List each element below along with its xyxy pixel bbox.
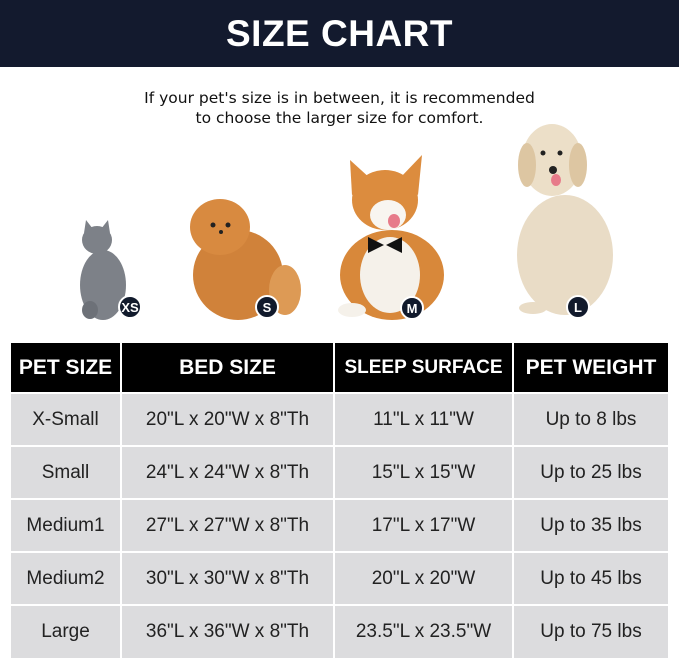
cell-pet-weight: Up to 75 lbs bbox=[513, 604, 668, 658]
table-row: X-Small 20"L x 20"W x 8"Th 11"L x 11"W Up t… bbox=[11, 392, 668, 446]
cell-sleep-surface: 23.5"L x 23.5"W bbox=[334, 604, 514, 658]
corgi-image bbox=[338, 155, 444, 320]
pet-images: XS S M L bbox=[0, 115, 679, 330]
cell-pet-weight: Up to 45 lbs bbox=[513, 551, 668, 605]
note-line-1: If your pet's size is in between, it is … bbox=[144, 89, 535, 107]
size-chart-title: SIZE CHART bbox=[0, 0, 679, 67]
cell-bed-size: 27"L x 27"W x 8"Th bbox=[121, 498, 335, 552]
cell-pet-size: X-Small bbox=[11, 392, 122, 446]
cell-pet-size: Small bbox=[11, 445, 122, 499]
cell-sleep-surface: 17"L x 17"W bbox=[334, 498, 514, 552]
header-pet-size: PET SIZE bbox=[11, 343, 122, 393]
header-bed-size: BED SIZE bbox=[121, 343, 335, 393]
table-row: Large 36"L x 36"W x 8"Th 23.5"L x 23.5"W Up… bbox=[11, 604, 668, 658]
cell-sleep-surface: 20"L x 20"W bbox=[334, 551, 514, 605]
cell-bed-size: 24"L x 24"W x 8"Th bbox=[121, 445, 335, 499]
note-line-2: to choose the larger size for comfort. bbox=[195, 109, 484, 127]
size-badge-s: S bbox=[255, 295, 279, 319]
cell-pet-weight: Up to 25 lbs bbox=[513, 445, 668, 499]
table-row: Medium2 30"L x 30"W x 8"Th 20"L x 20"W Up t… bbox=[11, 551, 668, 605]
cell-pet-size: Large bbox=[11, 604, 122, 658]
table-header-row: PET SIZE BED SIZE SLEEP SURFACE PET WEIG… bbox=[11, 343, 668, 393]
size-badge-xs: XS bbox=[118, 295, 142, 319]
cell-pet-weight: Up to 8 lbs bbox=[513, 392, 668, 446]
cell-pet-weight: Up to 35 lbs bbox=[513, 498, 668, 552]
pomeranian-image bbox=[190, 199, 301, 320]
size-note: If your pet's size is in between, it is … bbox=[0, 88, 679, 128]
cell-pet-size: Medium1 bbox=[11, 498, 122, 552]
table-row: Small 24"L x 24"W x 8"Th 15"L x 15"W Up to … bbox=[11, 445, 668, 499]
header-pet-weight: PET WEIGHT bbox=[513, 343, 668, 393]
header-sleep-surface: SLEEP SURFACE bbox=[334, 343, 514, 393]
cell-bed-size: 30"L x 30"W x 8"Th bbox=[121, 551, 335, 605]
table-row: Medium1 27"L x 27"W x 8"Th 17"L x 17"W Up t… bbox=[11, 498, 668, 552]
golden-retriever-image bbox=[517, 124, 613, 315]
cell-bed-size: 20"L x 20"W x 8"Th bbox=[121, 392, 335, 446]
size-badge-l: L bbox=[566, 295, 590, 319]
cell-pet-size: Medium2 bbox=[11, 551, 122, 605]
cell-bed-size: 36"L x 36"W x 8"Th bbox=[121, 604, 335, 658]
cell-sleep-surface: 11"L x 11"W bbox=[334, 392, 514, 446]
size-badge-m: M bbox=[400, 296, 424, 320]
cat-image bbox=[80, 220, 126, 320]
size-table: PET SIZE BED SIZE SLEEP SURFACE PET WEIG… bbox=[11, 343, 668, 658]
cell-sleep-surface: 15"L x 15"W bbox=[334, 445, 514, 499]
